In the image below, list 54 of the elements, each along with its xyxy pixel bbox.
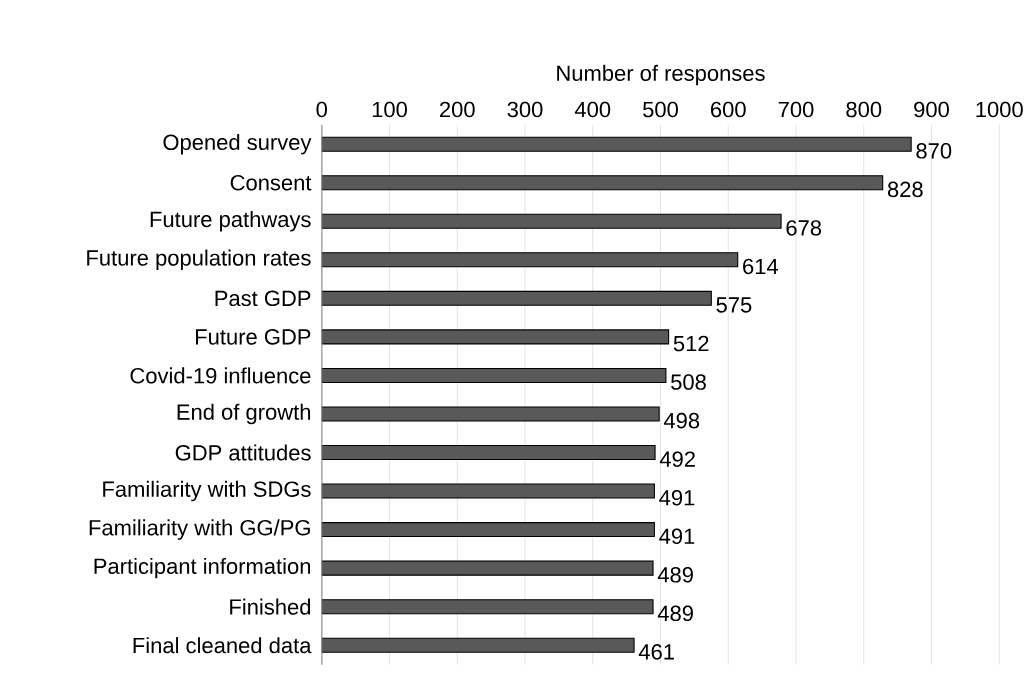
x-tick-label: 700 xyxy=(778,101,814,118)
bar xyxy=(321,136,912,152)
x-axis-title: Number of responses xyxy=(557,64,765,86)
x-tick-label: 600 xyxy=(711,101,746,118)
bar xyxy=(321,406,660,422)
y-tick-label: Future GDP xyxy=(196,328,311,345)
bar xyxy=(321,637,635,653)
x-tick-label: 300 xyxy=(507,101,543,118)
data-label: 489 xyxy=(657,605,693,621)
x-tick-label: 400 xyxy=(574,101,611,118)
x-tick-label: 500 xyxy=(643,101,678,118)
bar xyxy=(321,598,654,614)
bar xyxy=(321,367,667,383)
x-tick-label: 1000 xyxy=(976,101,1023,118)
data-label: 508 xyxy=(671,374,706,390)
bar xyxy=(321,329,670,345)
data-label: 491 xyxy=(659,489,695,506)
y-tick-label: Final cleaned data xyxy=(133,636,312,654)
y-tick-label: End of growth xyxy=(177,403,311,424)
y-tick-label: Familiarity with GG/PG xyxy=(89,519,310,540)
bar xyxy=(321,290,712,306)
bar xyxy=(321,213,782,229)
y-tick-label: Future pathways xyxy=(150,210,311,232)
y-tick-label: Future population rates xyxy=(87,249,311,270)
x-tick-label: 0 xyxy=(316,101,328,118)
data-label: 492 xyxy=(659,451,695,467)
x-tick-label: 100 xyxy=(372,101,407,118)
x-tick-label: 200 xyxy=(440,101,475,118)
x-tick-label: 900 xyxy=(914,101,949,118)
y-tick-label: Covid-19 influence xyxy=(130,367,311,384)
y-tick-label: Finished xyxy=(230,598,311,615)
y-tick-label: Past GDP xyxy=(215,290,311,306)
data-label: 614 xyxy=(743,258,779,274)
data-label: 828 xyxy=(887,181,923,197)
bar xyxy=(321,444,656,460)
bar xyxy=(321,521,655,537)
bar xyxy=(321,483,655,499)
y-tick-label: Familiarity with SDGs xyxy=(103,480,311,502)
data-label: 491 xyxy=(659,528,695,544)
y-tick-label: Opened survey xyxy=(163,133,312,155)
y-tick-label: Participant information xyxy=(94,557,311,579)
data-label: 512 xyxy=(673,335,709,352)
data-label: 489 xyxy=(657,566,693,583)
data-label: 498 xyxy=(663,412,700,429)
bar xyxy=(321,252,739,268)
x-tick-label: 800 xyxy=(846,101,882,118)
bar xyxy=(321,560,654,576)
data-label: 575 xyxy=(716,297,752,313)
data-label: 461 xyxy=(638,643,674,660)
data-label: 678 xyxy=(786,219,822,236)
y-tick-label: GDP attitudes xyxy=(175,444,311,461)
data-label: 870 xyxy=(916,142,952,159)
bar xyxy=(321,174,884,191)
y-tick-label: Consent xyxy=(230,174,312,191)
